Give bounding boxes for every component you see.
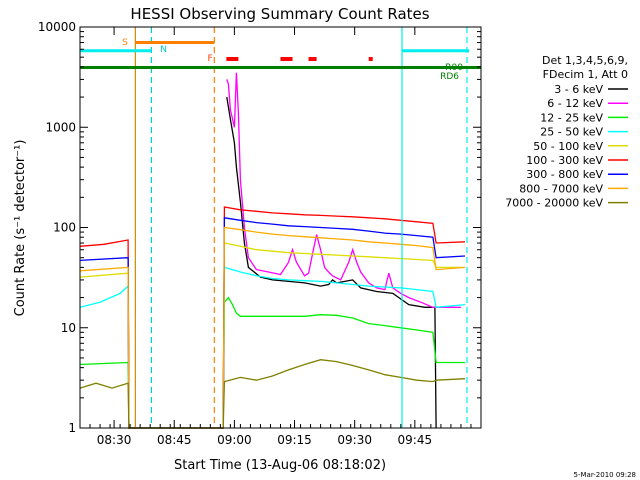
legend-label-7: 300 - 800 keV [526, 168, 603, 181]
legend-label-8: 800 - 7000 keV [519, 182, 603, 195]
x-tick-label-2: 08:45 [157, 433, 192, 447]
x-tick-label-3: 09:00 [217, 433, 252, 447]
legend-header-2: FDecim 1, Att 0 [543, 68, 628, 81]
y-tick-label-5: 10000 [38, 20, 76, 34]
series-line-1 [226, 96, 437, 429]
status-label-5: RD6 [440, 72, 459, 82]
series-line-4 [79, 266, 466, 429]
status-label-4: R00 [445, 63, 463, 73]
x-tick-label-4: 09:15 [277, 433, 312, 447]
series-line-6 [79, 206, 466, 429]
series-line-2 [226, 72, 461, 308]
legend-label-2: 6 - 12 keV [547, 97, 603, 110]
y-tick-label-3: 100 [53, 221, 76, 235]
legend-label-3: 12 - 25 keV [540, 111, 603, 124]
x-axis-label: Start Time (13-Aug-06 08:18:02) [174, 458, 386, 473]
y-tick-label-4: 1000 [45, 120, 76, 134]
series-line-7 [79, 217, 466, 429]
legend-label-1: 3 - 6 keV [554, 83, 603, 96]
series-line-3 [79, 296, 465, 429]
series-line-9 [79, 359, 466, 429]
x-tick-label-6: 09:45 [398, 433, 433, 447]
y-axis: 1 10 100 1000 10000 [38, 20, 481, 435]
legend-label-9: 7000 - 20000 keV [505, 197, 603, 210]
x-axis: 08:30 08:45 09:00 09:15 09:30 09:45 [79, 27, 482, 447]
legend-label-6: 100 - 300 keV [526, 154, 603, 167]
status-label-3: F [208, 54, 213, 64]
legend-label-5: 50 - 100 keV [533, 140, 603, 153]
status-label-2: N [160, 45, 167, 55]
plot-frame [79, 26, 482, 429]
x-tick-label-1: 08:30 [97, 433, 132, 447]
series-line-5 [79, 242, 465, 429]
status-label-1: S [122, 38, 128, 48]
y-tick-label-1: 1 [68, 421, 76, 435]
legend-header-1: Det 1,3,4,5,6,9, [542, 54, 628, 67]
chart-title: HESSI Observing Summary Count Rates [130, 5, 429, 23]
legend: Det 1,3,4,5,6,9,FDecim 1, Att 0 3 - 6 keV… [505, 54, 628, 210]
y-axis-label: Count Rate (s⁻¹ detector⁻¹) [13, 140, 28, 317]
x-tick-label-5: 09:30 [337, 433, 372, 447]
series-line-8 [79, 226, 466, 429]
legend-label-4: 25 - 50 keV [540, 126, 603, 139]
y-tick-label-2: 10 [61, 321, 76, 335]
timestamp: 5-Mar-2010 09:28 [574, 471, 636, 479]
